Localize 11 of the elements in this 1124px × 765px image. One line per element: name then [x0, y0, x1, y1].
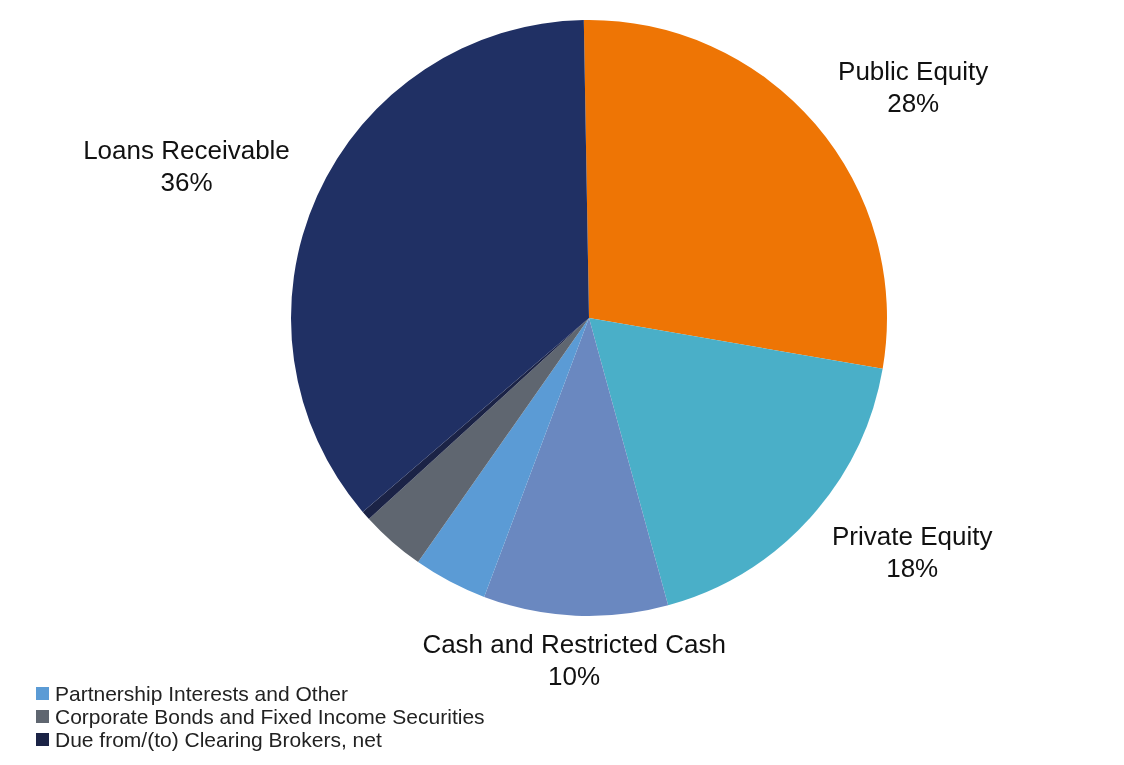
data-label: 36%: [160, 166, 213, 197]
slice-label: Loans Receivable: [83, 134, 290, 165]
legend-label: Corporate Bonds and Fixed Income Securities: [55, 705, 485, 728]
legend-label: Partnership Interests and Other: [55, 682, 348, 705]
data-label: 28%: [887, 87, 940, 118]
data-label: 18%: [886, 553, 939, 584]
slice-label: Private Equity: [831, 521, 993, 552]
data-label: 10%: [548, 660, 601, 691]
slice-label: Cash and Restricted Cash: [422, 628, 726, 659]
slice-label: Public Equity: [838, 55, 989, 86]
legend-label: Due from/(to) Clearing Brokers, net: [55, 728, 382, 751]
